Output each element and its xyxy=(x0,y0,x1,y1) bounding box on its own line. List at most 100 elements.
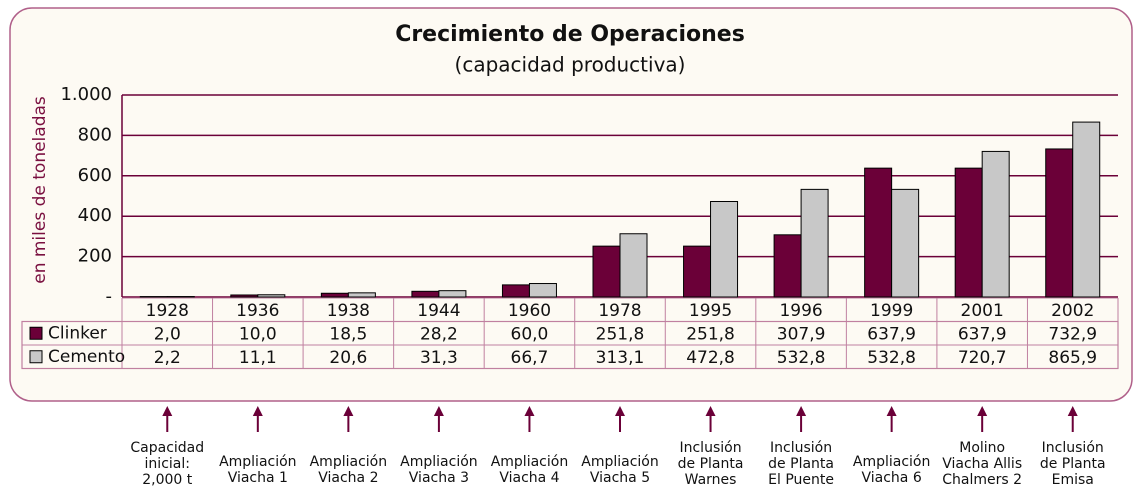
annotation: Chalmers 2 xyxy=(942,472,1022,488)
y-tick-label: 400 xyxy=(78,205,112,226)
arrow-head xyxy=(705,406,716,416)
x-tick-label: 1938 xyxy=(327,301,370,321)
data-label: 2,0 xyxy=(154,324,181,344)
data-label: 60,0 xyxy=(511,324,549,344)
bar xyxy=(864,167,893,298)
bar xyxy=(710,200,739,298)
arrow-head xyxy=(343,406,354,416)
bar xyxy=(411,290,440,298)
data-label: 472,8 xyxy=(686,348,735,368)
legend-swatch xyxy=(29,350,43,364)
annotation: Ampliación xyxy=(581,454,659,470)
annotation: El Puente xyxy=(768,472,834,488)
annotation: Viacha 3 xyxy=(409,470,469,486)
data-label: 865,9 xyxy=(1048,348,1097,368)
data-label: 313,1 xyxy=(596,348,645,368)
x-tick-label: 1999 xyxy=(870,301,913,321)
y-tick-label: - xyxy=(106,286,113,307)
chart-frame xyxy=(9,7,1133,402)
arrow-head xyxy=(433,406,444,416)
annotation: de Planta xyxy=(1040,456,1106,472)
bar xyxy=(619,233,648,298)
bar xyxy=(1072,121,1101,298)
data-label: 637,9 xyxy=(958,324,1007,344)
arrow-head xyxy=(524,406,535,416)
data-label: 532,8 xyxy=(777,348,826,368)
annotation: Ampliación xyxy=(219,454,297,470)
bar xyxy=(592,245,621,298)
bar xyxy=(230,294,259,298)
arrow-head xyxy=(1067,406,1078,416)
annotation: Ampliación xyxy=(400,454,478,470)
bar xyxy=(501,284,530,298)
annotation: Ampliación xyxy=(310,454,388,470)
annotation: Viacha Allis xyxy=(942,456,1022,472)
data-label: 11,1 xyxy=(239,348,277,368)
annotation: Viacha 4 xyxy=(499,470,559,486)
bar xyxy=(347,292,376,298)
x-tick-label: 1978 xyxy=(598,301,641,321)
y-tick-label: 600 xyxy=(78,165,112,186)
chart-title: Crecimiento de Operaciones xyxy=(395,22,745,47)
annotation: Ampliación xyxy=(491,454,569,470)
data-label: 31,3 xyxy=(420,348,458,368)
y-axis-label: en miles de toneladas xyxy=(30,96,50,284)
x-tick-label: 1936 xyxy=(236,301,279,321)
chart-subtitle: (capacidad productiva) xyxy=(455,53,686,77)
bar xyxy=(257,294,286,298)
bar xyxy=(800,188,829,298)
annotation: Viacha 1 xyxy=(228,470,288,486)
y-tick-label: 1.000 xyxy=(60,84,112,105)
bar xyxy=(320,292,349,298)
x-tick-label: 2002 xyxy=(1051,301,1094,321)
bar xyxy=(438,290,467,298)
x-tick-label: 1960 xyxy=(508,301,551,321)
data-label: 637,9 xyxy=(867,324,916,344)
bar xyxy=(1045,148,1074,298)
annotation: Emisa xyxy=(1052,472,1094,488)
data-label: 732,9 xyxy=(1048,324,1097,344)
bar xyxy=(891,188,920,298)
data-label: 28,2 xyxy=(420,324,458,344)
annotation: Inclusión xyxy=(679,440,741,456)
data-label: 10,0 xyxy=(239,324,277,344)
legend-label: Clinker xyxy=(48,323,107,343)
bar xyxy=(683,245,712,298)
data-label: 251,8 xyxy=(686,324,735,344)
annotation: Inclusión xyxy=(1042,440,1104,456)
bar xyxy=(981,150,1010,298)
x-tick-label: 1995 xyxy=(689,301,732,321)
data-label: 20,6 xyxy=(329,348,367,368)
arrow-head xyxy=(252,406,263,416)
annotation: Inclusión xyxy=(770,440,832,456)
bar xyxy=(528,283,557,298)
x-tick-label: 1928 xyxy=(146,301,189,321)
x-tick-label: 1944 xyxy=(417,301,460,321)
annotation: Molino xyxy=(959,440,1005,456)
annotation: Viacha 5 xyxy=(590,470,650,486)
data-label: 66,7 xyxy=(511,348,549,368)
annotation: de Planta xyxy=(678,456,744,472)
legend-label: Cemento xyxy=(48,347,125,367)
annotation: Viacha 6 xyxy=(862,470,922,486)
annotation: Warnes xyxy=(685,472,737,488)
annotation: inicial: xyxy=(145,456,190,472)
data-label: 2,2 xyxy=(154,348,181,368)
arrow-head xyxy=(977,406,988,416)
data-label: 720,7 xyxy=(958,348,1007,368)
bar xyxy=(954,167,983,298)
y-tick-label: 200 xyxy=(78,246,112,267)
x-tick-label: 2001 xyxy=(961,301,1004,321)
annotation: Ampliación xyxy=(853,454,931,470)
bar xyxy=(773,234,802,298)
y-tick-label: 800 xyxy=(78,124,112,145)
data-label: 251,8 xyxy=(596,324,645,344)
x-tick-label: 1996 xyxy=(779,301,822,321)
arrow-head xyxy=(615,406,625,416)
annotation: Capacidad xyxy=(130,440,204,456)
legend-swatch xyxy=(29,326,43,340)
data-label: 532,8 xyxy=(867,348,916,368)
annotation: de Planta xyxy=(768,456,834,472)
data-label: 307,9 xyxy=(777,324,826,344)
